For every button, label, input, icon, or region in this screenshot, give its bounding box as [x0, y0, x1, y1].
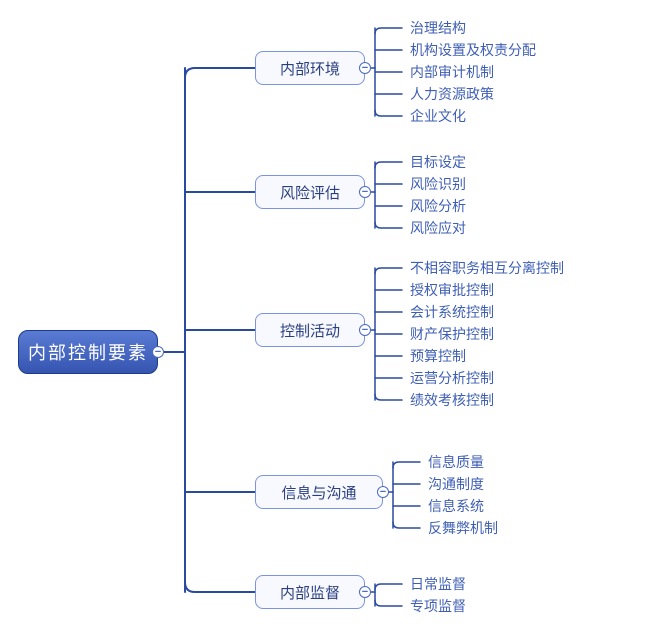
leaf-item: 财产保护控制	[410, 324, 494, 344]
leaf-item: 目标设定	[410, 152, 466, 172]
leaf-label: 授权审批控制	[410, 282, 494, 298]
branch-label: 内部监督	[280, 582, 340, 603]
branch-label: 内部环境	[280, 58, 340, 79]
leaf-item: 治理结构	[410, 18, 466, 38]
leaf-item: 运营分析控制	[410, 368, 494, 388]
mindmap-canvas: { "diagram": { "type": "tree", "canvas":…	[0, 0, 650, 638]
leaf-label: 信息系统	[428, 498, 484, 514]
leaf-label: 不相容职务相互分离控制	[410, 260, 564, 276]
branch-collapse-icon[interactable]: −	[359, 62, 371, 74]
branch-collapse-icon[interactable]: −	[377, 486, 389, 498]
leaf-label: 日常监督	[410, 576, 466, 592]
leaf-item: 企业文化	[410, 106, 466, 126]
branch-node-env: 内部环境	[255, 51, 365, 85]
leaf-item: 人力资源政策	[410, 84, 494, 104]
leaf-item: 信息质量	[428, 452, 484, 472]
leaf-label: 风险应对	[410, 220, 466, 236]
leaf-label: 反舞弊机制	[428, 520, 498, 536]
leaf-item: 预算控制	[410, 346, 466, 366]
leaf-label: 内部审计机制	[410, 64, 494, 80]
leaf-label: 信息质量	[428, 454, 484, 470]
branch-node-risk: 风险评估	[255, 175, 365, 209]
branch-label: 控制活动	[280, 320, 340, 341]
root-node: 内部控制要素	[18, 330, 158, 374]
leaf-item: 不相容职务相互分离控制	[410, 258, 564, 278]
leaf-item: 风险识别	[410, 174, 466, 194]
leaf-label: 绩效考核控制	[410, 392, 494, 408]
leaf-item: 信息系统	[428, 496, 484, 516]
leaf-label: 财产保护控制	[410, 326, 494, 342]
leaf-label: 预算控制	[410, 348, 466, 364]
leaf-label: 风险识别	[410, 176, 466, 192]
branch-node-ctrl: 控制活动	[255, 313, 365, 347]
leaf-item: 风险应对	[410, 218, 466, 238]
leaf-label: 目标设定	[410, 154, 466, 170]
leaf-item: 专项监督	[410, 596, 466, 616]
branch-label: 风险评估	[280, 182, 340, 203]
leaf-item: 会计系统控制	[410, 302, 494, 322]
leaf-item: 机构设置及权责分配	[410, 40, 536, 60]
leaf-label: 人力资源政策	[410, 86, 494, 102]
leaf-label: 专项监督	[410, 598, 466, 614]
leaf-item: 绩效考核控制	[410, 390, 494, 410]
leaf-label: 沟通制度	[428, 476, 484, 492]
leaf-item: 反舞弊机制	[428, 518, 498, 538]
root-label: 内部控制要素	[28, 339, 148, 365]
leaf-item: 风险分析	[410, 196, 466, 216]
leaf-item: 日常监督	[410, 574, 466, 594]
leaf-label: 机构设置及权责分配	[410, 42, 536, 58]
leaf-label: 治理结构	[410, 20, 466, 36]
leaf-item: 沟通制度	[428, 474, 484, 494]
branch-node-sup: 内部监督	[255, 575, 365, 609]
leaf-item: 授权审批控制	[410, 280, 494, 300]
leaf-label: 运营分析控制	[410, 370, 494, 386]
branch-collapse-icon[interactable]: −	[359, 186, 371, 198]
leaf-label: 会计系统控制	[410, 304, 494, 320]
branch-node-info: 信息与沟通	[255, 475, 383, 509]
leaf-label: 企业文化	[410, 108, 466, 124]
branch-collapse-icon[interactable]: −	[359, 324, 371, 336]
root-collapse-icon[interactable]: −	[152, 346, 164, 358]
branch-collapse-icon[interactable]: −	[359, 586, 371, 598]
branch-label: 信息与沟通	[281, 482, 356, 503]
leaf-label: 风险分析	[410, 198, 466, 214]
leaf-item: 内部审计机制	[410, 62, 494, 82]
